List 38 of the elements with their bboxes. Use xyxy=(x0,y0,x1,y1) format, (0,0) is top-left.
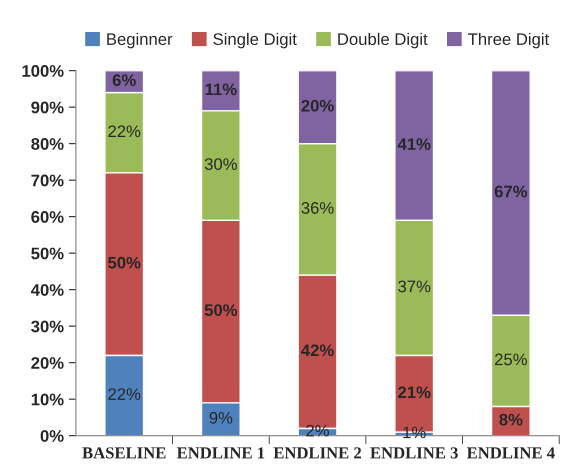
legend-label: Beginner xyxy=(107,32,172,48)
data-label: 20% xyxy=(301,100,334,112)
y-tick-label: 70% xyxy=(31,174,64,186)
y-tick-label: 60% xyxy=(31,211,64,223)
y-tick-label: 0% xyxy=(40,430,64,442)
legend-label: Three Digit xyxy=(468,32,550,48)
x-tick-label: BASELINE xyxy=(82,447,166,459)
x-tick-label: ENDLINE 3 xyxy=(370,447,458,459)
data-label: 37% xyxy=(398,280,430,292)
x-tick-label: ENDLINE 2 xyxy=(274,447,362,458)
data-label: 21% xyxy=(398,386,430,398)
data-label: 1% xyxy=(403,426,426,438)
y-tick-label: 90% xyxy=(31,102,64,114)
legend-label: Double Digit xyxy=(338,32,428,48)
x-tick-label: ENDLINE 4 xyxy=(466,447,555,458)
y-tick-label: 50% xyxy=(31,248,64,260)
data-label: 8% xyxy=(499,414,522,426)
data-label: 22% xyxy=(108,388,140,400)
data-label: 22% xyxy=(108,125,140,138)
data-label: 36% xyxy=(301,202,334,214)
y-tick-label: 40% xyxy=(30,284,64,296)
data-label: 50% xyxy=(108,256,140,269)
data-label: 25% xyxy=(495,354,527,366)
data-label: 67% xyxy=(494,186,528,198)
data-label: 42% xyxy=(301,344,334,356)
data-label: 11% xyxy=(206,83,237,96)
y-tick-label: 20% xyxy=(31,357,64,369)
data-label: 41% xyxy=(398,138,430,150)
data-label: 6% xyxy=(112,74,136,86)
y-tick-label: 100% xyxy=(22,65,64,77)
data-label: 9% xyxy=(210,412,232,424)
data-label: 50% xyxy=(204,304,238,316)
data-label: 30% xyxy=(204,158,237,170)
legend-label: Single Digit xyxy=(213,32,297,48)
y-tick-label: 80% xyxy=(31,138,64,150)
x-tick-label: ENDLINE 1 xyxy=(176,447,264,458)
y-tick-label: 30% xyxy=(31,320,64,332)
y-tick-label: 10% xyxy=(32,394,64,406)
